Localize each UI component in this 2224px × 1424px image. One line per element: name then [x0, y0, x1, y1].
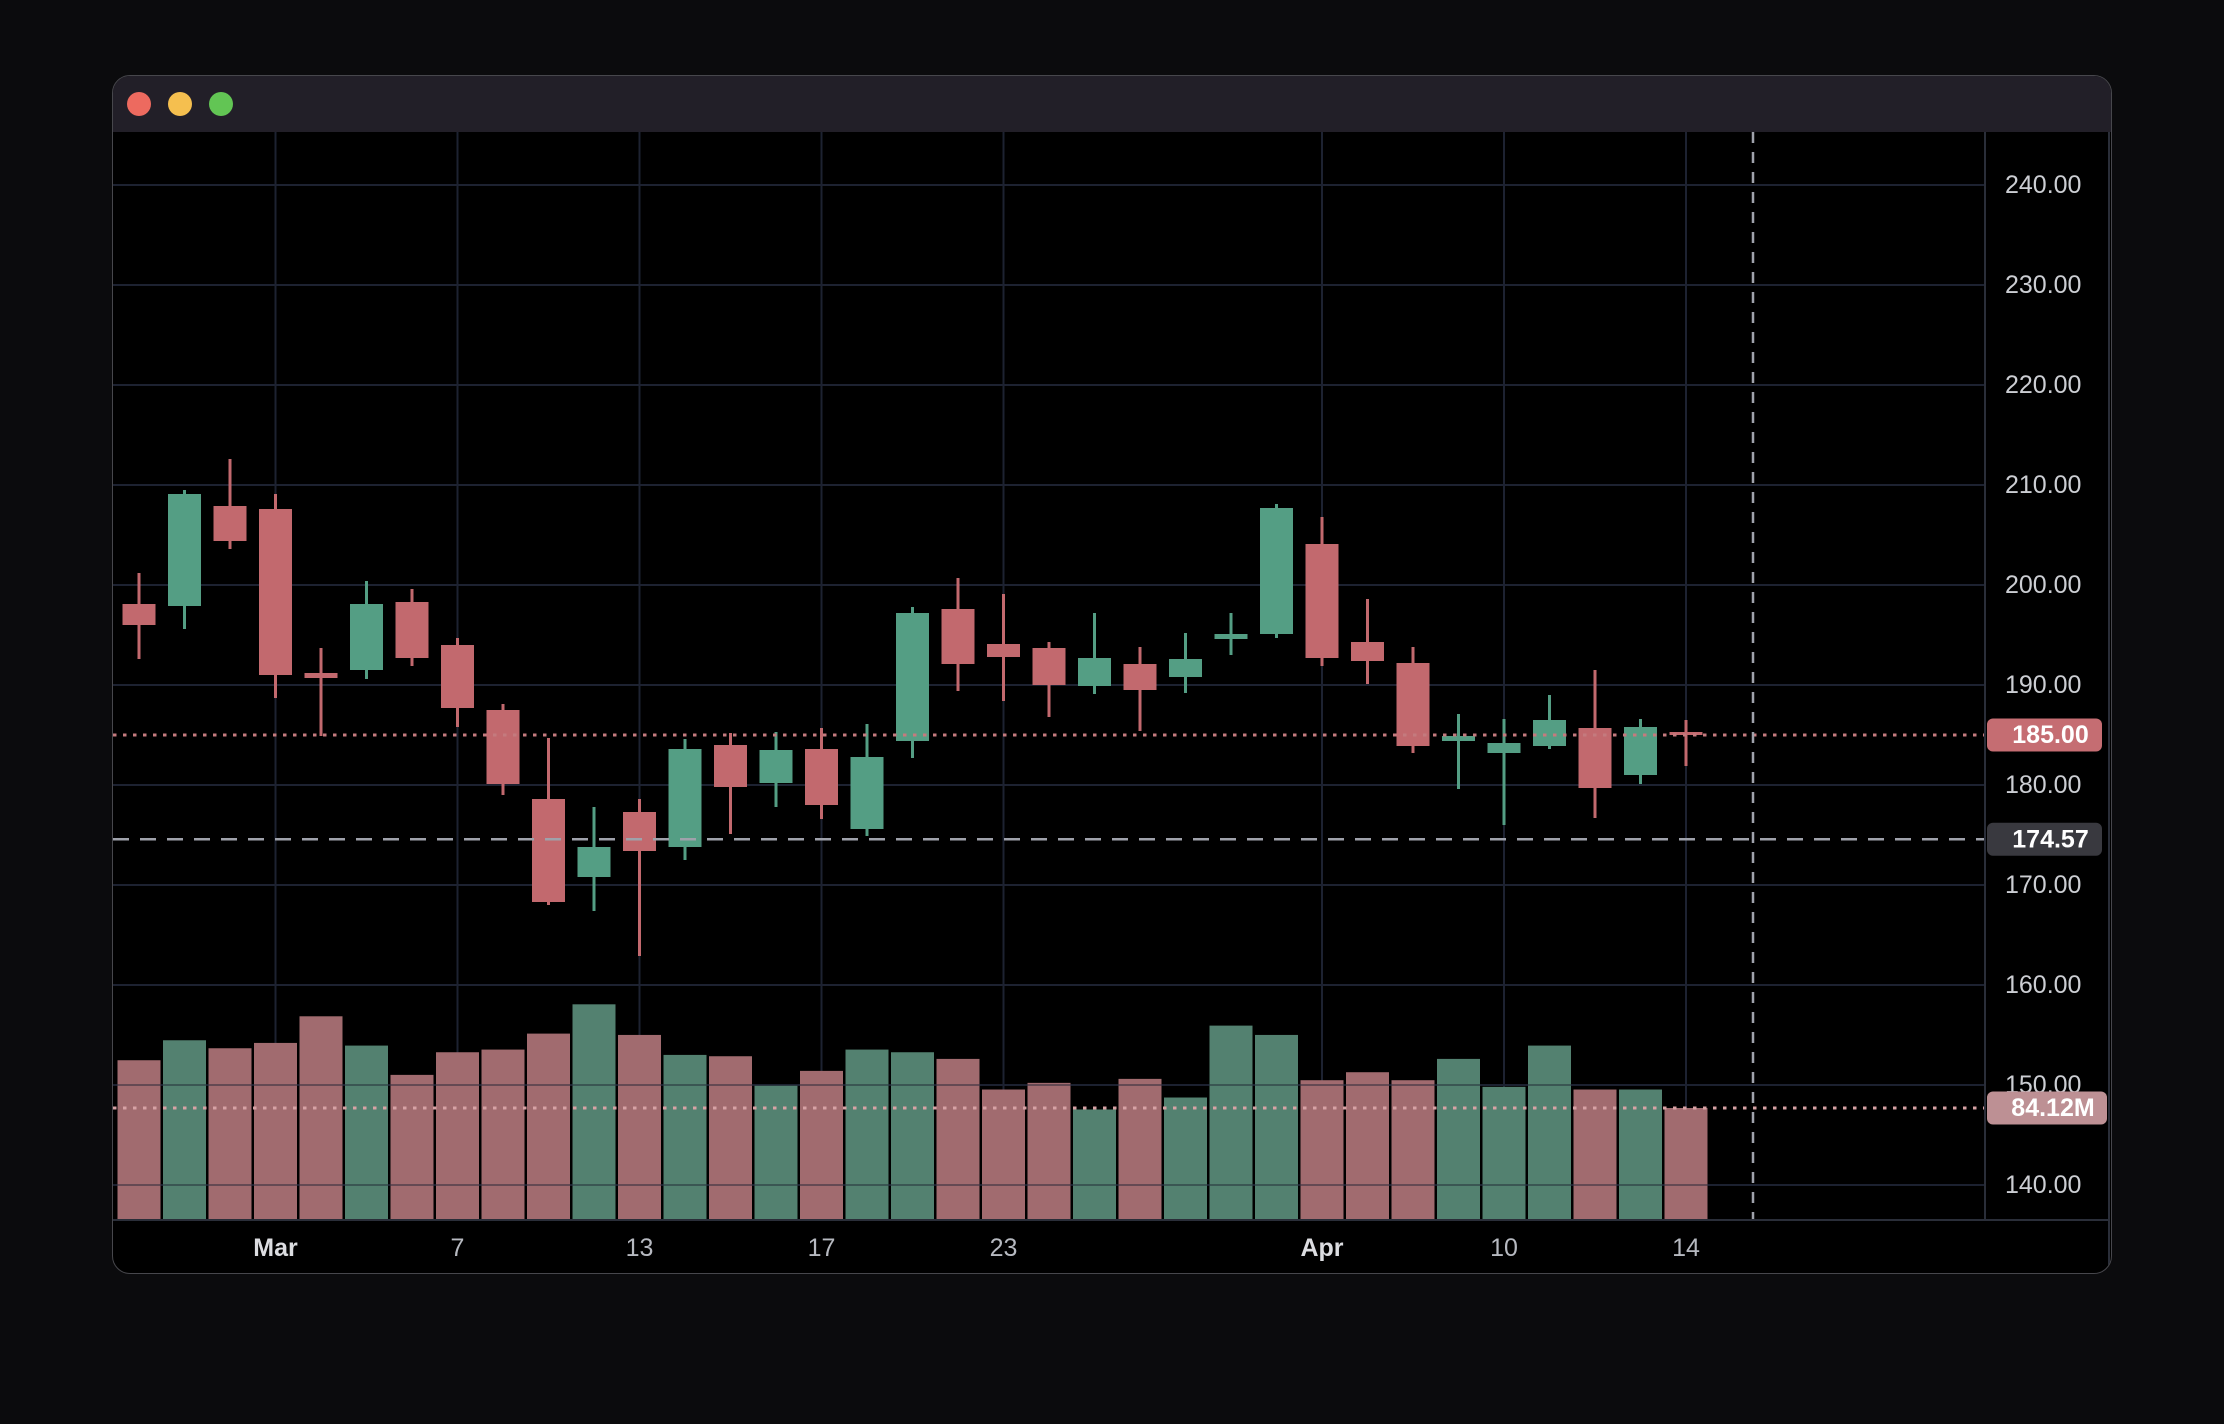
traffic-light-minimize-button[interactable]	[168, 92, 192, 116]
candle-body[interactable]	[805, 749, 838, 805]
candle-body[interactable]	[1487, 743, 1521, 753]
candle-body[interactable]	[1260, 508, 1293, 634]
price-axis-label: 160.00	[2005, 971, 2081, 999]
candle-body[interactable]	[1442, 736, 1475, 741]
volume-bar[interactable]	[527, 1033, 570, 1220]
candle-body[interactable]	[850, 757, 884, 829]
candle-body[interactable]	[441, 645, 474, 708]
volume-bar[interactable]	[345, 1045, 388, 1220]
volume-bar[interactable]	[1300, 1080, 1344, 1220]
chart-area: 240.00 230.00 220.00 210.00 200.00 190.00 180.…	[113, 132, 2110, 1274]
time-axis-label: 13	[626, 1234, 654, 1262]
volume-bar[interactable]	[1118, 1078, 1162, 1220]
candle-body[interactable]	[1624, 727, 1657, 775]
volume-bar[interactable]	[1664, 1108, 1708, 1220]
crosshair-price-badge	[1987, 822, 2102, 856]
candle-body[interactable]	[1123, 664, 1157, 690]
volume-bar[interactable]	[1027, 1082, 1071, 1220]
volume-bar[interactable]	[845, 1049, 889, 1220]
candle-body[interactable]	[1169, 659, 1202, 677]
chart-window: 240.00 230.00 220.00 210.00 200.00 190.00 180.…	[112, 75, 2112, 1274]
traffic-light-zoom-button[interactable]	[209, 92, 233, 116]
volume-bar[interactable]	[618, 1034, 661, 1220]
candle-body[interactable]	[395, 602, 429, 658]
candle-body[interactable]	[259, 509, 292, 675]
volume-bar[interactable]	[891, 1052, 934, 1220]
time-axis-label: 14	[1672, 1234, 1700, 1262]
price-axis-label: 140.00	[2005, 1171, 2081, 1199]
volume-bar[interactable]	[436, 1052, 479, 1220]
candle-body[interactable]	[1305, 544, 1339, 658]
candle-body[interactable]	[623, 812, 656, 851]
candlestick-chart[interactable]: 240.00 230.00 220.00 210.00 200.00 190.00 180.…	[113, 132, 2110, 1274]
candle-body[interactable]	[1078, 658, 1111, 686]
traffic-light-close-button[interactable]	[127, 92, 151, 116]
volume-bar[interactable]	[754, 1085, 798, 1220]
candle-body[interactable]	[213, 506, 247, 541]
price-axis-label: 210.00	[2005, 471, 2081, 499]
volume-bar[interactable]	[1528, 1045, 1571, 1220]
candle-body[interactable]	[577, 847, 611, 877]
time-axis-label: 10	[1490, 1234, 1518, 1262]
candle-body[interactable]	[759, 750, 793, 783]
crosshair-price-badge-label: 174.57	[2012, 825, 2088, 853]
volume-bar[interactable]	[572, 1004, 616, 1220]
candle-body[interactable]	[1578, 728, 1612, 788]
volume-bar[interactable]	[1573, 1089, 1617, 1220]
candle-body[interactable]	[168, 494, 201, 606]
volume-bar[interactable]	[1209, 1025, 1253, 1220]
price-axis-label: 180.00	[2005, 771, 2081, 799]
time-axis-label: 23	[990, 1234, 1018, 1262]
volume-bar[interactable]	[208, 1048, 252, 1220]
volume-bar[interactable]	[1391, 1080, 1435, 1220]
candle-body[interactable]	[1351, 642, 1384, 661]
volume-bar[interactable]	[299, 1016, 343, 1220]
candle-body[interactable]	[1214, 634, 1248, 639]
time-axis-label: Apr	[1300, 1234, 1343, 1262]
window-titlebar[interactable]	[113, 76, 2111, 132]
price-axis-label: 220.00	[2005, 371, 2081, 399]
candle-body[interactable]	[304, 673, 338, 678]
volume-bar[interactable]	[254, 1042, 297, 1220]
price-axis-label: 200.00	[2005, 571, 2081, 599]
last-volume-badge	[1987, 1091, 2107, 1125]
volume-bar[interactable]	[390, 1074, 434, 1220]
volume-bar[interactable]	[1164, 1097, 1207, 1220]
volume-bar[interactable]	[936, 1058, 980, 1220]
volume-bar[interactable]	[1073, 1109, 1116, 1220]
candle-body[interactable]	[532, 799, 565, 902]
price-axis-label: 190.00	[2005, 671, 2081, 699]
volume-bar[interactable]	[709, 1056, 752, 1220]
volume-bar[interactable]	[1346, 1072, 1389, 1220]
time-axis-label: 7	[451, 1234, 465, 1262]
candle-body[interactable]	[1396, 663, 1430, 746]
candle-body[interactable]	[714, 745, 747, 787]
candle-body[interactable]	[350, 604, 383, 670]
volume-bar[interactable]	[1255, 1034, 1298, 1220]
time-axis-label: Mar	[253, 1234, 298, 1262]
price-axis-label: 230.00	[2005, 271, 2081, 299]
volume-bar[interactable]	[800, 1070, 843, 1220]
volume-bar[interactable]	[663, 1054, 707, 1220]
volume-bar[interactable]	[163, 1040, 206, 1220]
candle-body[interactable]	[1533, 720, 1566, 746]
candle-body[interactable]	[668, 749, 702, 847]
volume-bar[interactable]	[1619, 1089, 1662, 1220]
candle-body[interactable]	[122, 604, 156, 625]
volume-bar[interactable]	[481, 1049, 525, 1220]
candle-body[interactable]	[1032, 648, 1066, 685]
price-axis-label: 240.00	[2005, 171, 2081, 199]
time-axis-label: 17	[808, 1234, 836, 1262]
last-price-badge	[1987, 718, 2102, 752]
candle-body[interactable]	[941, 609, 975, 664]
volume-bar[interactable]	[982, 1089, 1025, 1220]
last-volume-badge-label: 84.12M	[2011, 1094, 2094, 1122]
volume-bar[interactable]	[1437, 1058, 1480, 1220]
candle-body[interactable]	[896, 613, 929, 741]
candle-body[interactable]	[987, 644, 1020, 657]
price-axis-label: 170.00	[2005, 871, 2081, 899]
candle-body[interactable]	[486, 710, 520, 784]
last-price-badge-label: 185.00	[2012, 721, 2088, 749]
volume-bar[interactable]	[117, 1060, 161, 1220]
